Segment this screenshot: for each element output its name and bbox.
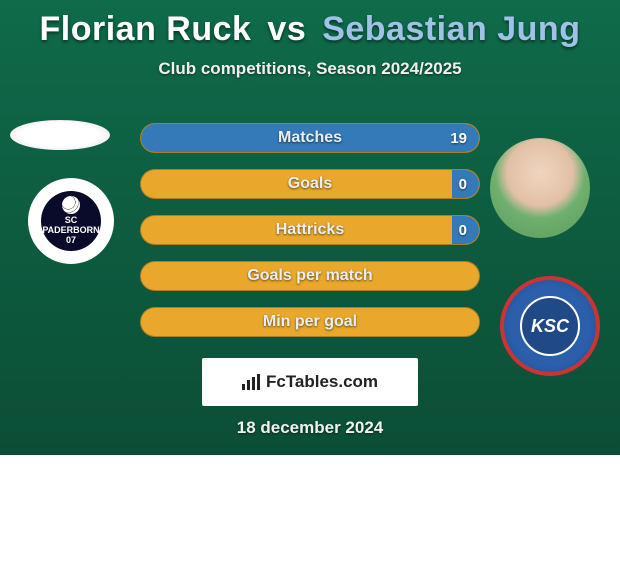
player1-avatar <box>10 120 110 150</box>
branding-text: FcTables.com <box>266 372 378 392</box>
stat-value-player2: 0 <box>459 216 467 244</box>
stat-label: Goals per match <box>141 262 479 290</box>
title-player1: Florian Ruck <box>40 10 252 48</box>
stat-value-player2: 0 <box>459 170 467 198</box>
branding-badge: FcTables.com <box>202 358 418 406</box>
title-vs: vs <box>267 10 306 48</box>
soccer-ball-icon <box>62 196 80 214</box>
club1-inner: SC PADERBORN 07 <box>41 191 101 251</box>
page-title: Florian Ruck vs Sebastian Jung <box>0 0 620 49</box>
club2-abbrev: KSC <box>531 316 569 337</box>
stat-bar: Min per goal <box>140 307 480 337</box>
stat-bar: Goals per match <box>140 261 480 291</box>
stat-bar: Hattricks0 <box>140 215 480 245</box>
stat-label: Goals <box>141 170 479 198</box>
title-player2: Sebastian Jung <box>322 10 580 48</box>
player1-club-logo: SC PADERBORN 07 <box>28 178 114 264</box>
subtitle: Club competitions, Season 2024/2025 <box>0 59 620 79</box>
comparison-card: Florian Ruck vs Sebastian Jung Club comp… <box>0 0 620 455</box>
stat-bar: Goals0 <box>140 169 480 199</box>
stat-label: Matches <box>141 124 479 152</box>
club1-name-bot: 07 <box>66 236 76 246</box>
club2-inner: KSC <box>520 296 580 356</box>
stat-label: Min per goal <box>141 308 479 336</box>
date-stamp: 18 december 2024 <box>0 418 620 438</box>
bars-chart-icon <box>242 374 262 390</box>
player2-club-logo: KSC <box>500 276 600 376</box>
stat-bar: Matches19 <box>140 123 480 153</box>
player2-avatar <box>490 138 590 238</box>
stat-label: Hattricks <box>141 216 479 244</box>
stat-bars: Matches19Goals0Hattricks0Goals per match… <box>140 123 480 353</box>
stat-value-player2: 19 <box>450 124 467 152</box>
